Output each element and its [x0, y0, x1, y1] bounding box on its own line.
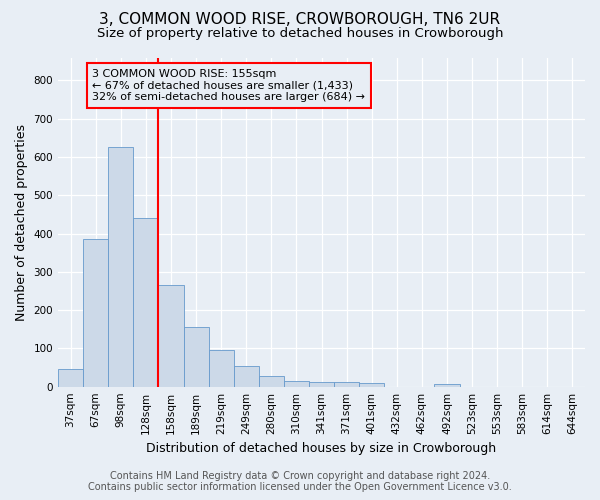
Bar [334, 382, 359, 386]
Bar [309, 382, 334, 386]
Bar [108, 148, 133, 386]
Bar [184, 328, 209, 386]
Text: Contains HM Land Registry data © Crown copyright and database right 2024.
Contai: Contains HM Land Registry data © Crown c… [88, 471, 512, 492]
Text: 3 COMMON WOOD RISE: 155sqm
← 67% of detached houses are smaller (1,433)
32% of s: 3 COMMON WOOD RISE: 155sqm ← 67% of deta… [92, 69, 365, 102]
Bar [158, 285, 184, 386]
Text: Size of property relative to detached houses in Crowborough: Size of property relative to detached ho… [97, 28, 503, 40]
X-axis label: Distribution of detached houses by size in Crowborough: Distribution of detached houses by size … [146, 442, 497, 455]
Y-axis label: Number of detached properties: Number of detached properties [15, 124, 28, 320]
Bar [133, 218, 158, 386]
Text: 3, COMMON WOOD RISE, CROWBOROUGH, TN6 2UR: 3, COMMON WOOD RISE, CROWBOROUGH, TN6 2U… [100, 12, 500, 28]
Bar [359, 383, 384, 386]
Bar [284, 381, 309, 386]
Bar [259, 376, 284, 386]
Bar [434, 384, 460, 386]
Bar [233, 366, 259, 386]
Bar [209, 350, 233, 387]
Bar [58, 368, 83, 386]
Bar [83, 240, 108, 386]
